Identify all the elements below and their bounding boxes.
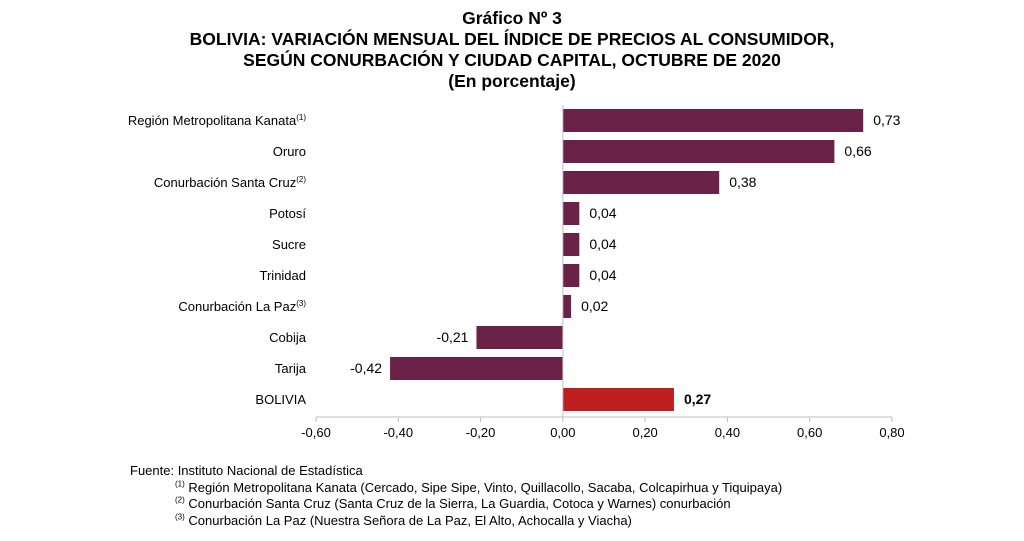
value-label-10: 0,27 — [684, 391, 711, 407]
x-tick-label-5: 0,20 — [632, 425, 657, 440]
x-tick-label-2: -0,40 — [383, 425, 413, 440]
category-label-1: Región Metropolitana Kanata(1) — [128, 113, 307, 128]
category-label-2: Oruro — [273, 144, 306, 159]
category-label-8: Cobija — [269, 330, 307, 345]
value-label-9: -0,42 — [350, 360, 382, 376]
value-label-6: 0,04 — [589, 267, 616, 283]
bar-7 — [562, 295, 572, 318]
footnote-3-marker: (3) — [175, 512, 185, 522]
footnote-2: (2) Conurbación Santa Cruz (Santa Cruz d… — [130, 496, 782, 513]
x-tick-label-3: -0,20 — [466, 425, 496, 440]
chart-notes: Fuente: Instituto Nacional de Estadístic… — [130, 463, 782, 529]
footnote-3-text: Conurbación La Paz (Nuestra Señora de La… — [188, 512, 632, 528]
chart-title-line2: SEGÚN CONURBACIÓN Y CIUDAD CAPITAL, OCTU… — [243, 50, 781, 70]
value-label-7: 0,02 — [581, 298, 608, 314]
chart-subtitle: (En porcentaje) — [448, 71, 576, 91]
category-label-3: Conurbación Santa Cruz(2) — [154, 175, 306, 190]
x-tick-label-4: 0,00 — [550, 425, 575, 440]
graph-number: Gráfico Nº 3 — [462, 8, 562, 28]
footnote-1-text: Región Metropolitana Kanata (Cercado, Si… — [188, 479, 783, 495]
bar-chart: Región Metropolitana Kanata(1) 0,73 Oruro 0… — [128, 105, 905, 440]
bar-8 — [476, 326, 563, 349]
bar-5 — [562, 233, 580, 256]
bar-10 — [562, 388, 674, 411]
value-label-3: 0,38 — [729, 174, 756, 190]
value-label-2: 0,66 — [844, 143, 871, 159]
bar-1 — [562, 109, 864, 132]
bar-3 — [562, 171, 720, 194]
chart-title-line1: BOLIVIA: VARIACIÓN MENSUAL DEL ÍNDICE DE… — [189, 29, 835, 49]
x-tick-label-1: -0,60 — [301, 425, 331, 440]
category-label-9: Tarija — [275, 361, 307, 376]
source-note: Fuente: Instituto Nacional de Estadístic… — [130, 463, 363, 478]
footnote-2-text: Conurbación Santa Cruz (Santa Cruz de la… — [188, 496, 731, 511]
bar-4 — [562, 202, 580, 225]
bar-2 — [562, 140, 835, 163]
chart-title-block: Gráfico Nº 3 BOLIVIA: VARIACIÓN MENSUAL … — [0, 8, 1024, 92]
x-tick-label-8: 0,80 — [879, 425, 904, 440]
value-label-5: 0,04 — [589, 236, 616, 252]
footnote-3: (3) Conurbación La Paz (Nuestra Señora d… — [130, 513, 782, 530]
x-tick-label-7: 0,60 — [797, 425, 822, 440]
category-label-5: Sucre — [272, 237, 306, 252]
bar-6 — [562, 264, 580, 287]
category-label-7: Conurbación La Paz(3) — [178, 299, 306, 314]
category-label-10: BOLIVIA — [255, 392, 306, 407]
value-label-1: 0,73 — [873, 112, 900, 128]
footnote-2-marker: (2) — [175, 495, 185, 505]
footnote-1-marker: (1) — [175, 479, 185, 489]
bar-9 — [390, 357, 563, 380]
value-label-8: -0,21 — [437, 329, 469, 345]
x-tick-label-6: 0,40 — [715, 425, 740, 440]
category-label-6: Trinidad — [260, 268, 306, 283]
category-label-4: Potosí — [269, 206, 306, 221]
value-label-4: 0,04 — [589, 205, 616, 221]
footnote-1: (1) Región Metropolitana Kanata (Cercado… — [130, 480, 782, 497]
